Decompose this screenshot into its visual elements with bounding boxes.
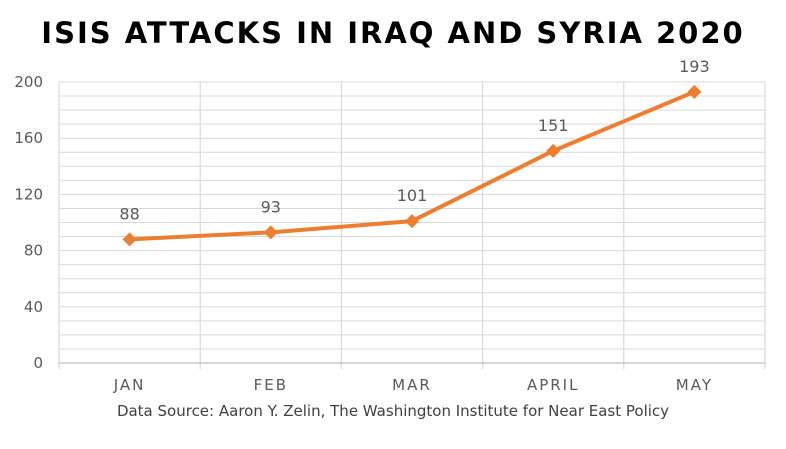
data-label: 193 (679, 57, 710, 76)
data-point-marker (263, 225, 278, 240)
data-point-marker (687, 84, 702, 99)
x-tick-label: FEB (254, 376, 288, 394)
chart-title: ISIS ATTACKS IN IRAQ AND SYRIA 2020 (41, 16, 745, 50)
x-tick-label: MAY (676, 376, 713, 394)
data-point-marker (405, 214, 419, 229)
data-point-marker (122, 232, 137, 247)
y-tick-label: 120 (14, 185, 43, 203)
data-label: 93 (261, 197, 281, 216)
x-tick-label: MAR (392, 376, 432, 394)
x-tick-label: APRIL (527, 376, 580, 394)
data-source-note: Data Source: Aaron Y. Zelin, The Washing… (116, 402, 670, 420)
y-tick-label: 40 (24, 298, 43, 316)
y-tick-label: 80 (24, 242, 43, 260)
data-label: 88 (119, 204, 139, 223)
data-point-marker (546, 143, 561, 158)
y-tick-label: 160 (14, 129, 43, 147)
data-label: 101 (397, 186, 428, 205)
y-tick-label: 200 (14, 73, 43, 91)
data-label: 151 (538, 116, 569, 135)
x-tick-label: JAN (113, 376, 146, 394)
y-tick-label: 0 (33, 354, 43, 372)
